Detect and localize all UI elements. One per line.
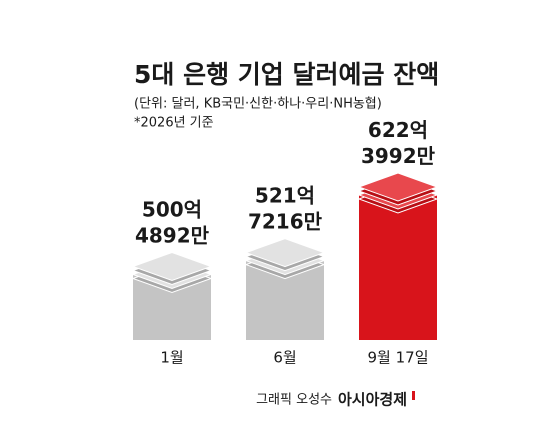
stack-sheet — [244, 238, 326, 268]
brand: 아시아경제 — [338, 391, 407, 409]
note: *2026년 기준 — [134, 116, 214, 131]
value-label-line: 622억 — [368, 117, 428, 141]
stack-icon — [357, 172, 439, 214]
x-tick-label: 1월 — [160, 349, 183, 367]
value-label: 521억 7216만 — [248, 183, 323, 233]
x-tick-label: 9월 17일 — [368, 349, 429, 367]
stack-icon — [244, 238, 326, 280]
stack-sheet — [357, 172, 439, 202]
brand-mark — [412, 391, 415, 400]
value-label-line: 7216만 — [248, 209, 323, 233]
stack-sheet — [131, 251, 213, 282]
chart-title: 5대 은행 기업 달러예금 잔액 — [134, 60, 439, 89]
bar — [359, 194, 437, 340]
value-label-line: 3992만 — [361, 143, 436, 167]
subtitle: (단위: 달러, KB국민·신한·하나·우리·NH농협) — [134, 97, 382, 112]
value-label: 622억 3992만 — [361, 117, 436, 167]
credit: 그래픽 오성수 — [256, 393, 332, 408]
value-label-line: 500억 — [142, 197, 202, 221]
value-label-line: 4892만 — [135, 223, 210, 247]
stack-icon — [131, 251, 213, 294]
value-label-line: 521억 — [255, 183, 315, 207]
x-tick-label: 6월 — [273, 349, 296, 367]
value-label: 500억 4892만 — [135, 197, 210, 247]
